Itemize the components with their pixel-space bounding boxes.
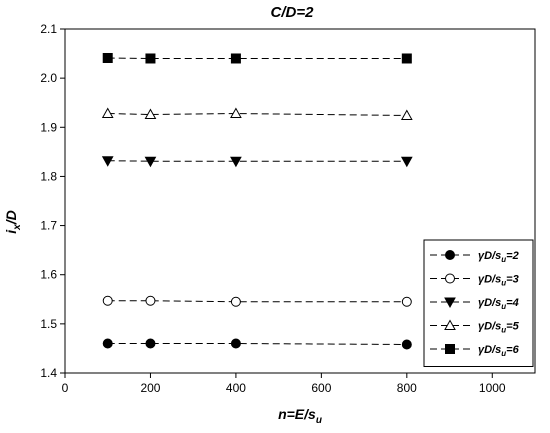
- series-4: [101, 107, 413, 120]
- data-point: [102, 52, 113, 63]
- legend-item: γD/su=6: [430, 344, 520, 358]
- x-tick-label: 200: [140, 381, 160, 395]
- data-point: [145, 295, 156, 306]
- plot-area: [64, 28, 536, 374]
- legend-label: γD/su=5: [478, 321, 520, 335]
- legend-item: γD/su=3: [430, 273, 519, 288]
- data-point: [401, 53, 412, 64]
- legend-item: γD/su=2: [430, 250, 519, 264]
- data-point: [145, 53, 156, 64]
- x-tick-label: 800: [397, 381, 417, 395]
- y-axis: 1.4 1.5 1.6 1.7 1.8 1.9 2.0 2.1: [40, 22, 65, 380]
- data-point: [445, 273, 455, 284]
- y-tick-label: 1.8: [40, 169, 57, 183]
- series-2: [102, 295, 412, 307]
- data-point: [230, 53, 241, 64]
- data-point: [445, 344, 455, 354]
- legend-label: γD/su=6: [478, 344, 520, 358]
- legend-label: γD/su=4: [478, 297, 519, 311]
- plot-frame: [64, 28, 536, 374]
- data-point: [101, 107, 114, 119]
- y-tick-label: 2.0: [40, 71, 57, 85]
- legend-item: γD/su=4: [430, 297, 519, 311]
- data-point: [145, 338, 156, 349]
- y-tick-label: 1.5: [40, 317, 57, 331]
- data-point: [444, 319, 456, 330]
- data-point: [444, 297, 456, 309]
- data-point: [400, 156, 413, 168]
- data-point: [102, 295, 113, 306]
- legend-label: γD/su=3: [478, 274, 519, 288]
- y-tick-label: 1.7: [40, 219, 57, 233]
- data-point: [102, 338, 113, 349]
- data-point: [230, 107, 242, 119]
- series-1: [102, 338, 412, 350]
- data-point: [230, 156, 242, 168]
- chart-title: C/D=2: [271, 4, 315, 21]
- x-tick-label: 400: [226, 381, 246, 395]
- x-axis-label: n=E/su: [278, 406, 322, 426]
- x-axis: 0 200 400 600 800 1000: [62, 373, 506, 395]
- legend-box: [423, 239, 534, 367]
- data-point: [144, 156, 157, 168]
- data-point: [230, 338, 241, 349]
- series-3: [101, 156, 413, 168]
- series-line: [107, 300, 407, 303]
- data-point: [401, 339, 412, 350]
- series-line: [107, 113, 407, 116]
- y-axis-label: ix/D: [3, 210, 23, 233]
- y-tick-label: 1.9: [40, 120, 57, 134]
- data-point: [101, 156, 114, 167]
- y-tick-label: 1.6: [40, 268, 57, 282]
- x-tick-label: 0: [62, 381, 69, 395]
- data-point: [144, 108, 157, 120]
- series-line: [107, 343, 407, 345]
- x-tick-label: 600: [311, 381, 331, 395]
- data-point: [230, 296, 241, 307]
- series-5: [102, 52, 412, 64]
- y-tick-label: 2.1: [40, 22, 57, 36]
- data-point: [400, 109, 413, 120]
- data-point: [445, 250, 455, 260]
- legend-label: γD/su=2: [478, 250, 519, 264]
- legend-item: γD/su=5: [430, 319, 520, 335]
- data-point: [401, 296, 412, 307]
- legend: γD/su=2 γD/su=3 γD/su=4 γD/su=5 γD/su=6: [423, 239, 534, 367]
- y-tick-label: 1.4: [40, 366, 57, 380]
- series-layer: [101, 52, 413, 350]
- x-tick-label: 1000: [479, 381, 506, 395]
